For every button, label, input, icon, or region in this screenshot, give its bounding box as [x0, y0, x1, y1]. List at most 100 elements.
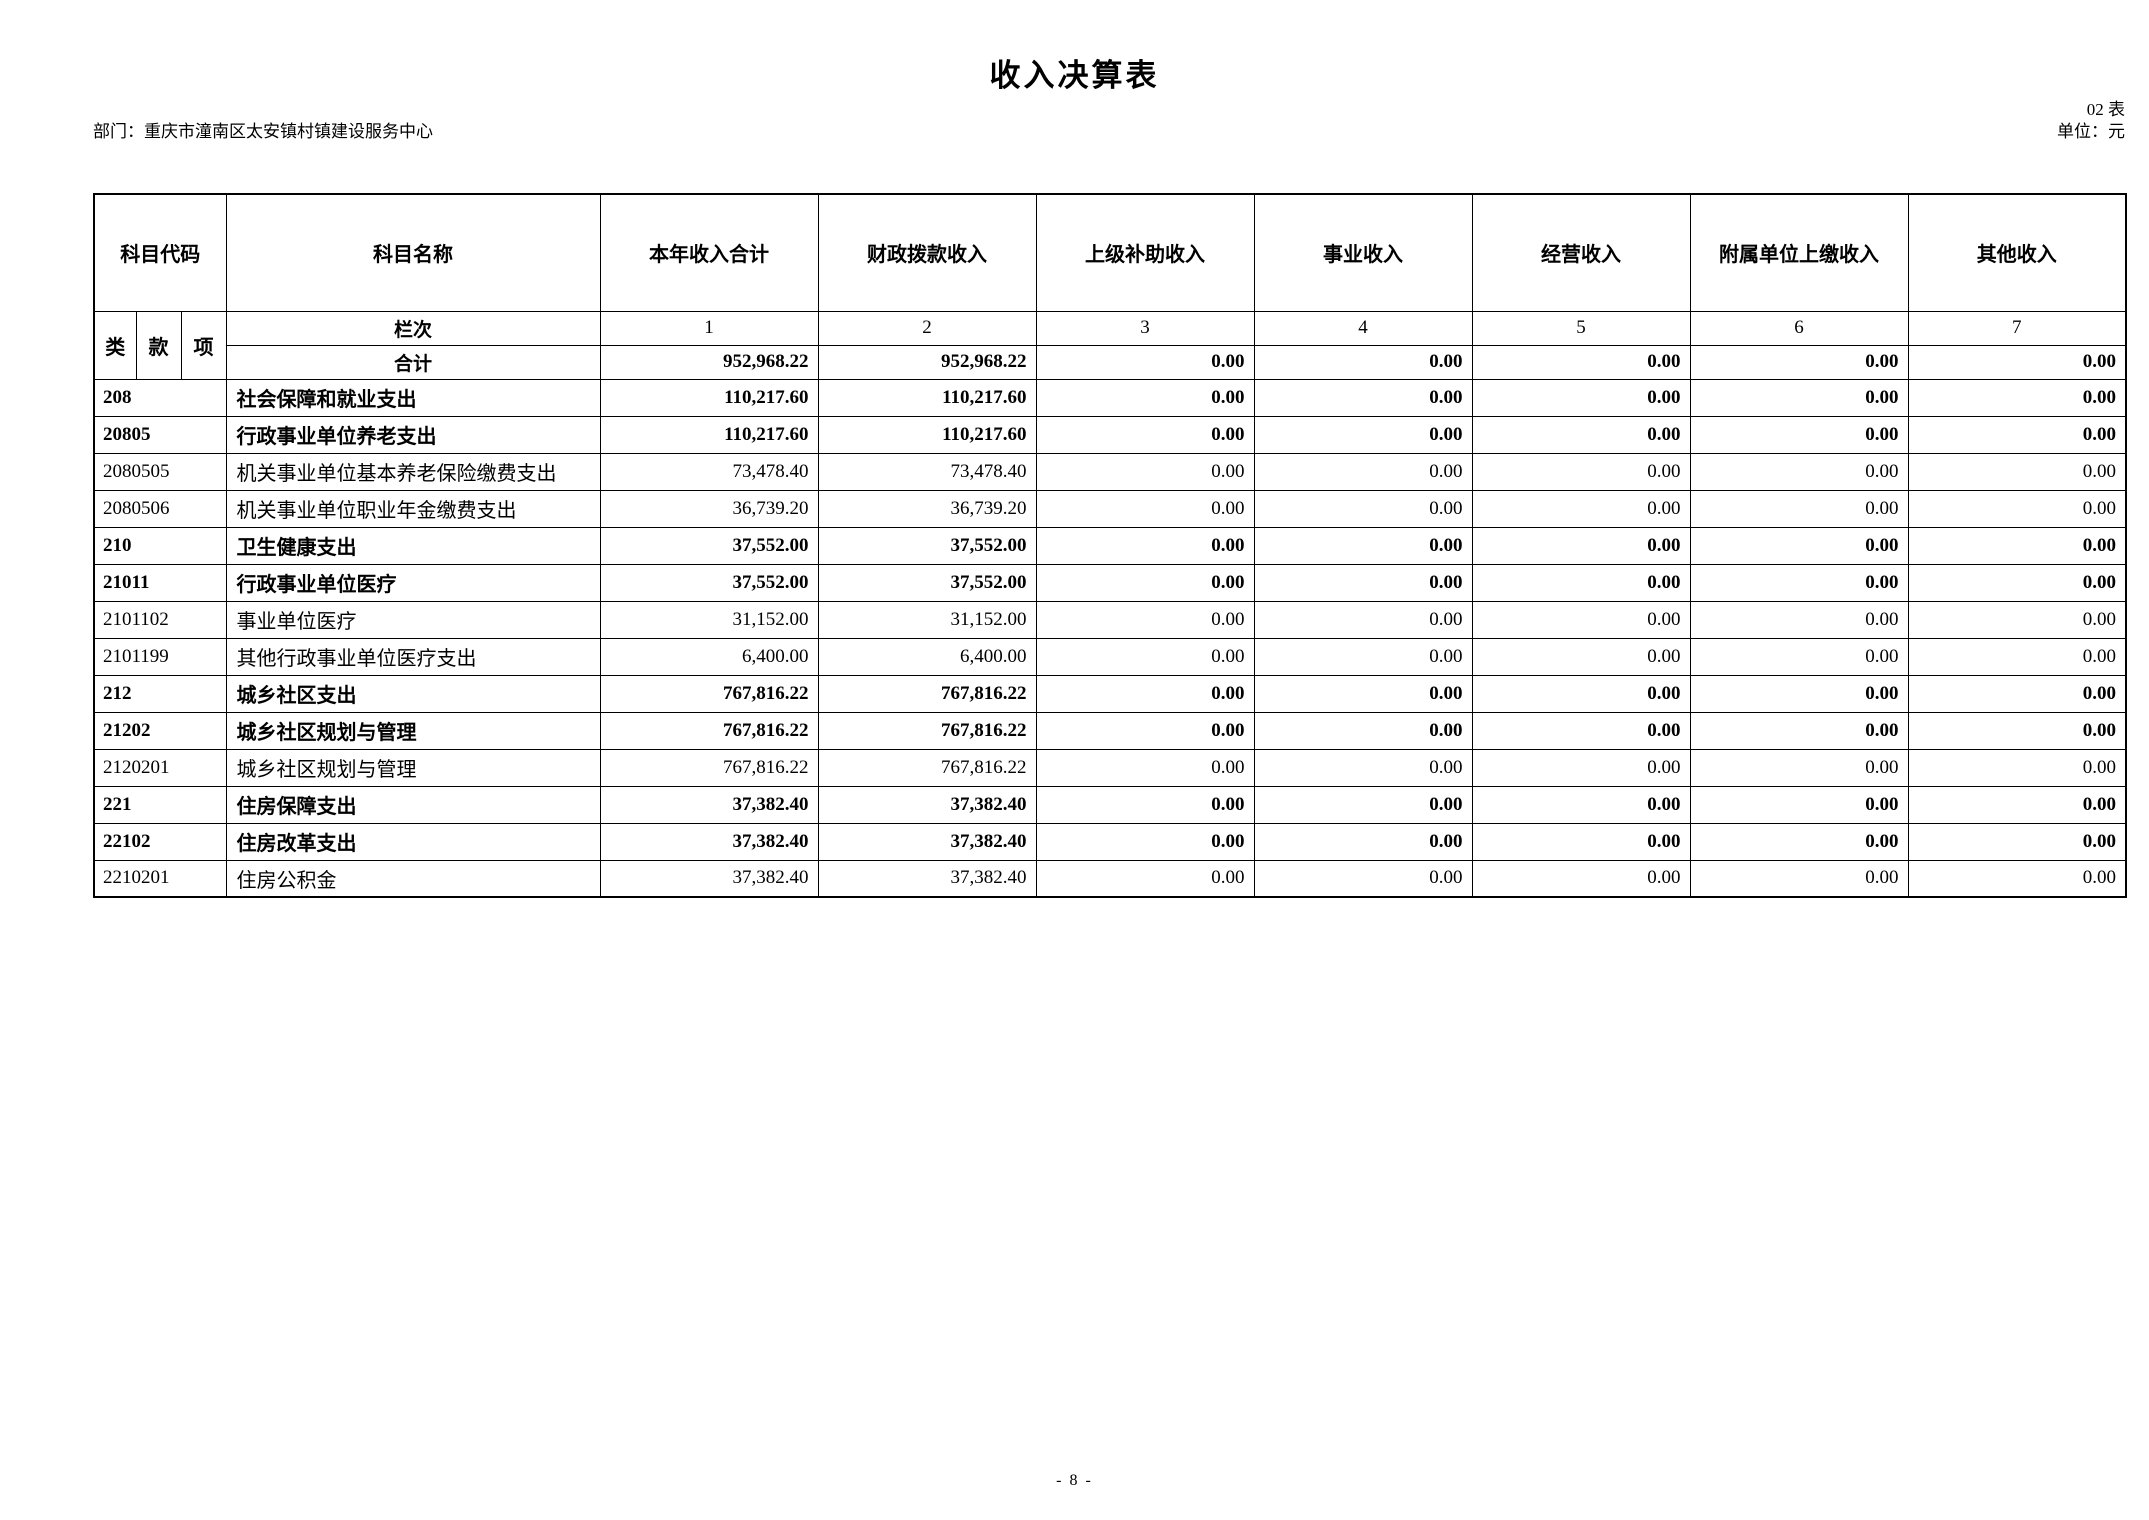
value-cell: 36,739.20 [817, 489, 1037, 528]
grand-total-value: 952,968.22 [599, 344, 819, 380]
value-cell: 0.00 [1035, 674, 1255, 713]
subject-name-cell: 城乡社区规划与管理 [225, 711, 601, 750]
subject-code-cell: 2080505 [93, 452, 227, 491]
value-cell: 110,217.60 [817, 415, 1037, 454]
value-cell: 6,400.00 [817, 637, 1037, 676]
header-subject-name: 科目名称 [225, 193, 601, 312]
subject-code-cell: 22102 [93, 822, 227, 861]
value-cell: 0.00 [1907, 711, 2127, 750]
value-cell: 767,816.22 [817, 748, 1037, 787]
value-cell: 0.00 [1689, 674, 1909, 713]
table-row: 2101102 事业单位医疗 31,152.00 31,152.00 0.00 0.00 0… [93, 600, 2127, 639]
value-cell: 0.00 [1471, 452, 1691, 491]
table-row: 210 卫生健康支出 37,552.00 37,552.00 0.00 0.00 0.00 0… [93, 526, 2127, 565]
value-cell: 0.00 [1689, 526, 1909, 565]
value-cell: 0.00 [1253, 859, 1473, 898]
subject-name-cell: 行政事业单位养老支出 [225, 415, 601, 454]
value-cell: 767,816.22 [817, 711, 1037, 750]
value-cell: 0.00 [1253, 785, 1473, 824]
value-cell: 0.00 [1035, 859, 1255, 898]
value-cell: 0.00 [1689, 822, 1909, 861]
subject-code-cell: 2120201 [93, 748, 227, 787]
subject-name-cell: 住房改革支出 [225, 822, 601, 861]
subject-code-cell: 21202 [93, 711, 227, 750]
value-cell: 0.00 [1689, 452, 1909, 491]
value-cell: 110,217.60 [599, 415, 819, 454]
grand-total-value: 0.00 [1471, 344, 1691, 380]
value-cell: 767,816.22 [599, 748, 819, 787]
grand-total-value: 952,968.22 [817, 344, 1037, 380]
value-cell: 0.00 [1689, 600, 1909, 639]
value-cell: 0.00 [1689, 378, 1909, 417]
value-cell: 767,816.22 [817, 674, 1037, 713]
value-cell: 31,152.00 [599, 600, 819, 639]
value-cell: 0.00 [1907, 859, 2127, 898]
value-cell: 37,382.40 [599, 822, 819, 861]
income-final-accounts-table: 科目代码 科目名称 本年收入合计 财政拨款收入 上级补助收入 事业收入 经营收入… [93, 193, 2128, 898]
value-cell: 0.00 [1907, 600, 2127, 639]
value-cell: 0.00 [1253, 748, 1473, 787]
value-cell: 767,816.22 [599, 711, 819, 750]
table-row: 212 城乡社区支出 767,816.22 767,816.22 0.00 0.00 0.0… [93, 674, 2127, 713]
subject-name-cell: 住房公积金 [225, 859, 601, 898]
table-row: 2080506 机关事业单位职业年金缴费支出 36,739.20 36,739.20 0… [93, 489, 2127, 528]
value-cell: 0.00 [1253, 637, 1473, 676]
value-cell: 0.00 [1689, 637, 1909, 676]
value-cell: 6,400.00 [599, 637, 819, 676]
value-cell: 0.00 [1035, 748, 1255, 787]
value-cell: 0.00 [1471, 600, 1691, 639]
value-cell: 0.00 [1471, 859, 1691, 898]
value-cell: 31,152.00 [817, 600, 1037, 639]
grand-total-label: 合计 [225, 344, 601, 380]
subject-code-cell: 20805 [93, 415, 227, 454]
unit-label: 单位：元 [2057, 122, 2125, 141]
value-cell: 0.00 [1035, 785, 1255, 824]
value-cell: 0.00 [1907, 674, 2127, 713]
column-number: 2 [817, 310, 1037, 346]
value-cell: 110,217.60 [599, 378, 819, 417]
subject-name-cell: 事业单位医疗 [225, 600, 601, 639]
value-cell: 767,816.22 [599, 674, 819, 713]
value-cell: 0.00 [1253, 822, 1473, 861]
value-cell: 0.00 [1689, 489, 1909, 528]
header-total-income: 本年收入合计 [599, 193, 819, 312]
subject-code-cell: 2080506 [93, 489, 227, 528]
subject-code-cell: 2210201 [93, 859, 227, 898]
value-cell: 0.00 [1689, 785, 1909, 824]
column-number: 4 [1253, 310, 1473, 346]
subject-name-cell: 卫生健康支出 [225, 526, 601, 565]
header-affiliated-unit-income: 附属单位上缴收入 [1689, 193, 1909, 312]
header-operating-income: 经营收入 [1471, 193, 1691, 312]
value-cell: 0.00 [1907, 785, 2127, 824]
value-cell: 0.00 [1035, 711, 1255, 750]
header-row-main: 科目代码 科目名称 本年收入合计 财政拨款收入 上级补助收入 事业收入 经营收入… [93, 193, 2127, 312]
table-row: 21202 城乡社区规划与管理 767,816.22 767,816.22 0.00 0.… [93, 711, 2127, 750]
value-cell: 0.00 [1689, 859, 1909, 898]
value-cell: 0.00 [1253, 489, 1473, 528]
column-number: 1 [599, 310, 819, 346]
value-cell: 37,382.40 [599, 785, 819, 824]
value-cell: 0.00 [1471, 489, 1691, 528]
value-cell: 0.00 [1471, 748, 1691, 787]
table-row: 22102 住房改革支出 37,382.40 37,382.40 0.00 0.00 0.0… [93, 822, 2127, 861]
value-cell: 0.00 [1471, 822, 1691, 861]
value-cell: 0.00 [1907, 526, 2127, 565]
value-cell: 37,382.40 [817, 822, 1037, 861]
subject-name-cell: 其他行政事业单位医疗支出 [225, 637, 601, 676]
value-cell: 0.00 [1689, 563, 1909, 602]
table-row: 2210201 住房公积金 37,382.40 37,382.40 0.00 0.00 0.… [93, 859, 2127, 898]
table-row: 20805 行政事业单位养老支出 110,217.60 110,217.60 0.00 0… [93, 415, 2127, 454]
value-cell: 0.00 [1907, 748, 2127, 787]
header-business-income: 事业收入 [1253, 193, 1473, 312]
value-cell: 37,382.40 [599, 859, 819, 898]
value-cell: 0.00 [1471, 674, 1691, 713]
column-number: 3 [1035, 310, 1255, 346]
column-number: 5 [1471, 310, 1691, 346]
value-cell: 73,478.40 [599, 452, 819, 491]
value-cell: 0.00 [1035, 526, 1255, 565]
value-cell: 0.00 [1035, 822, 1255, 861]
value-cell: 0.00 [1253, 674, 1473, 713]
value-cell: 37,552.00 [599, 563, 819, 602]
subject-code-cell: 221 [93, 785, 227, 824]
value-cell: 0.00 [1907, 415, 2127, 454]
